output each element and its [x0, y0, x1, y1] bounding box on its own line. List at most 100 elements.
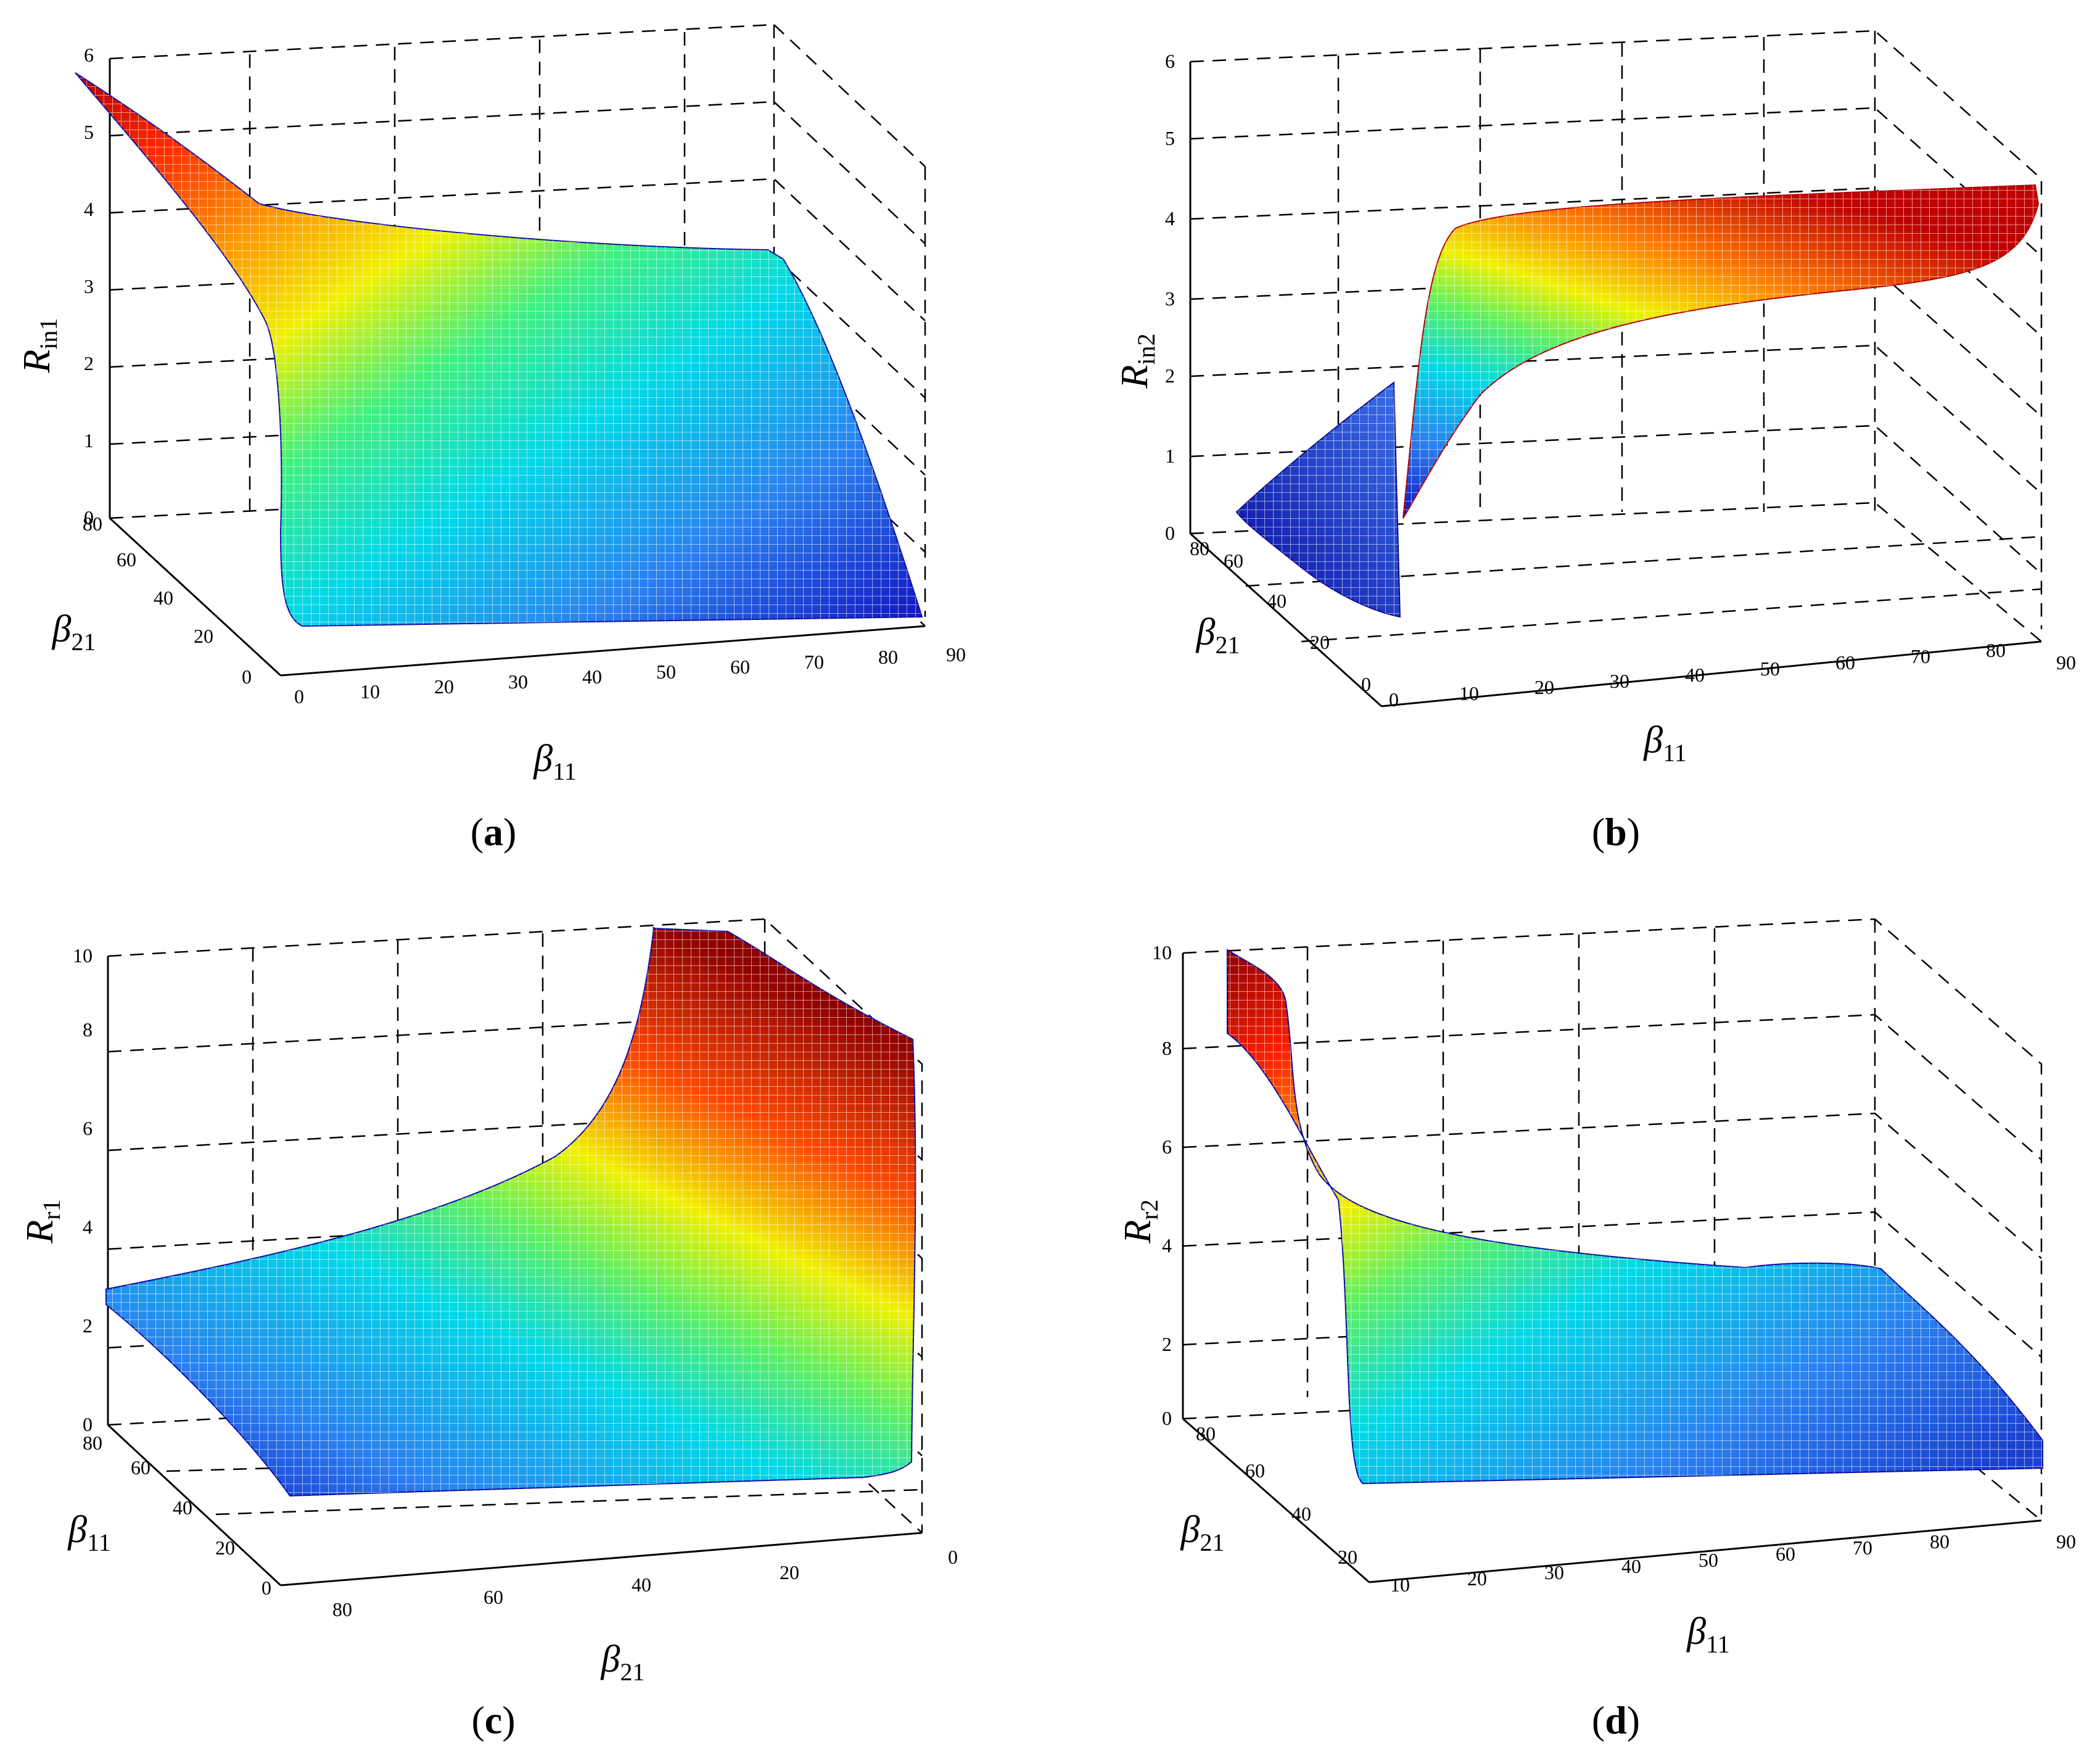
z-tick-label: 4	[1162, 1234, 1172, 1257]
z-tick-label: 0	[83, 1413, 93, 1435]
x-tick-label: 50	[1699, 1549, 1718, 1571]
caption-c: (c)	[471, 1698, 515, 1742]
axes-lines-d	[1182, 953, 2042, 1583]
x-tick-label: 60	[730, 656, 750, 678]
x-tick-labels-b: 0 10 20 30 40 50 60 70 80 90	[1389, 639, 2076, 711]
surface-plot-b: 0 1 2 3 4 5 6 0 10 20 30 40 50 60 70 80 …	[1114, 30, 2076, 854]
x-tick-label: 70	[1911, 645, 1930, 667]
z-tick-label: 2	[1162, 1333, 1172, 1355]
x-tick-label: 40	[1685, 664, 1705, 686]
z-tick-label: 6	[84, 44, 94, 66]
caption-a: (a)	[471, 810, 517, 854]
panel-d: 0 2 4 6 8 10 10 20 30 40 50 60 70 80 90 …	[1048, 879, 2100, 1758]
y-tick-label: 20	[215, 1537, 235, 1559]
z-tick-label: 1	[1165, 445, 1175, 467]
z-axis-label-d: Rr2	[1117, 1199, 1163, 1244]
x-tick-label: 50	[656, 661, 676, 683]
z-tick-label: 2	[1165, 365, 1175, 387]
y-axis-label-d: β21	[1180, 1509, 1225, 1556]
x-tick-label: 90	[946, 643, 966, 666]
y-tick-label: 60	[1245, 1459, 1265, 1482]
y-tick-label: 20	[1338, 1546, 1357, 1568]
z-tick-label: 6	[1162, 1136, 1172, 1158]
y-axis-label-a: β21	[52, 608, 96, 656]
x-tick-label: 80	[878, 646, 898, 668]
x-tick-labels-a: 0 10 20 30 40 50 60 70 80 90	[294, 643, 966, 708]
x-axis-label-c: β21	[601, 1638, 645, 1686]
y-tick-label: 0	[242, 666, 252, 688]
y-tick-label: 20	[194, 625, 213, 647]
x-tick-label: 10	[360, 680, 380, 703]
y-tick-label: 40	[173, 1496, 192, 1519]
caption-b: (b)	[1592, 810, 1640, 854]
z-tick-label: 5	[84, 121, 94, 143]
y-tick-label: 20	[1310, 631, 1330, 653]
z-tick-label: 10	[73, 944, 93, 967]
z-tick-label: 0	[84, 506, 94, 529]
panel-c: 0 2 4 6 8 10 80 60 40 20 0 0 20 40 60 80…	[0, 879, 1048, 1758]
x-tick-label: 70	[804, 651, 824, 673]
y-tick-label: 80	[83, 1432, 102, 1454]
y-tick-labels-b: 0 20 40 60 80	[1190, 537, 1371, 695]
caption-d: (d)	[1592, 1698, 1640, 1742]
y-tick-labels-d: 20 40 60 80	[1196, 1422, 1357, 1568]
surface-plot-a: 0 1 2 3 4 5 6 0 10 20 30 40 50 60 70 80 …	[16, 23, 966, 854]
x-tick-label: 80	[332, 1598, 352, 1620]
x-tick-label: 60	[1835, 651, 1855, 674]
x-tick-label: 80	[1930, 1530, 1950, 1553]
z-tick-labels-c: 0 2 4 6 8 10	[73, 944, 93, 1435]
axes-lines-c	[107, 956, 923, 1587]
x-tick-labels-d: 10 20 30 40 50 60 70 80 90	[1390, 1530, 2076, 1596]
y-tick-label: 40	[1267, 590, 1287, 612]
x-tick-label: 30	[1610, 670, 1629, 692]
z-tick-label: 3	[1165, 287, 1175, 310]
x-tick-label: 10	[1390, 1574, 1410, 1596]
x-tick-label: 20	[780, 1561, 799, 1583]
y-tick-label: 0	[261, 1577, 271, 1599]
z-tick-label: 8	[1162, 1037, 1172, 1059]
surface-plot-c: 0 2 4 6 8 10 80 60 40 20 0 0 20 40 60 80…	[19, 918, 958, 1742]
z-tick-label: 4	[83, 1216, 93, 1238]
z-tick-labels-d: 0 2 4 6 8 10	[1152, 941, 1172, 1429]
y-tick-label: 80	[1196, 1422, 1216, 1445]
x-tick-label: 70	[1853, 1537, 1872, 1559]
y-axis-label-c: β11	[67, 1509, 110, 1556]
x-tick-labels-c: 80 60 40 20 0	[332, 1546, 958, 1620]
y-tick-label: 0	[1361, 673, 1371, 695]
y-axis-label-b: β21	[1196, 611, 1240, 659]
z-tick-label: 2	[83, 1314, 93, 1337]
x-tick-label: 0	[1389, 688, 1399, 711]
z-tick-label: 5	[1165, 127, 1175, 149]
y-tick-labels-a: 0 20 40 60 80	[83, 513, 252, 688]
x-tick-label: 30	[508, 671, 528, 693]
y-tick-label: 40	[1291, 1503, 1311, 1525]
y-tick-label: 60	[117, 548, 136, 571]
x-tick-label: 90	[2056, 651, 2076, 674]
y-tick-label: 80	[1190, 537, 1209, 559]
z-tick-label: 0	[1165, 522, 1175, 544]
axes-lines-b	[1189, 62, 2042, 708]
x-tick-label: 10	[1459, 682, 1479, 704]
z-axis-label-a: Rin1	[16, 318, 62, 374]
z-axis-label-b: Rin2	[1114, 334, 1160, 389]
x-tick-label: 0	[948, 1546, 958, 1568]
x-tick-label: 60	[1776, 1543, 1795, 1565]
z-tick-label: 4	[84, 198, 94, 220]
x-tick-label: 40	[632, 1574, 651, 1596]
surface-plot-d: 0 2 4 6 8 10 10 20 30 40 50 60 70 80 90 …	[1117, 918, 2076, 1742]
z-tick-label: 8	[83, 1018, 93, 1041]
x-tick-label: 0	[294, 685, 304, 708]
y-tick-label: 60	[1224, 550, 1243, 572]
z-tick-label: 0	[1162, 1407, 1172, 1429]
y-tick-label: 80	[83, 513, 102, 535]
z-axis-label-c: Rr1	[19, 1199, 65, 1244]
z-tick-label: 2	[84, 352, 94, 374]
z-tick-label: 3	[84, 275, 94, 297]
x-tick-label: 90	[2056, 1530, 2076, 1553]
x-tick-label: 20	[1467, 1567, 1487, 1590]
z-tick-label: 6	[83, 1117, 93, 1139]
x-axis-label-a: β11	[533, 738, 576, 785]
x-tick-label: 20	[434, 675, 454, 698]
x-tick-label: 50	[1760, 658, 1780, 680]
z-tick-labels-b: 0 1 2 3 4 5 6	[1165, 50, 1175, 544]
